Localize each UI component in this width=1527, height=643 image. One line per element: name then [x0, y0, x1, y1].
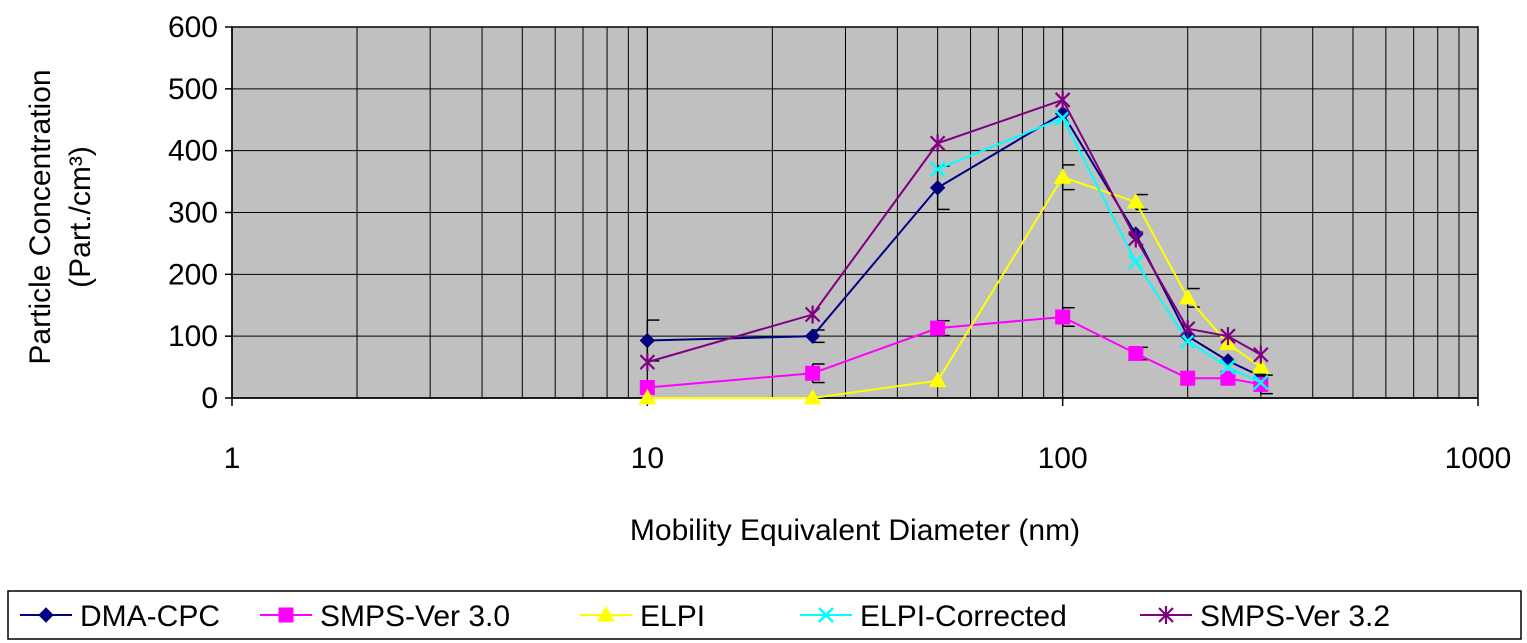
- legend-label: SMPS-Ver 3.0: [320, 600, 510, 633]
- data-point: [1180, 370, 1196, 386]
- data-point: [38, 607, 54, 623]
- data-point: [804, 305, 821, 324]
- data-point: [803, 388, 822, 405]
- y-tick-label: 400: [168, 135, 218, 168]
- y-tick-label: 600: [168, 11, 218, 44]
- data-point: [638, 388, 657, 405]
- data-point: [1054, 90, 1071, 109]
- y-axis-title-line2: (Part./cm³): [64, 146, 97, 288]
- legend-label: DMA-CPC: [80, 600, 220, 633]
- data-point: [1128, 345, 1144, 361]
- data-point: [805, 365, 821, 381]
- data-point: [1127, 254, 1144, 270]
- data-point: [929, 180, 946, 196]
- data-point: [1055, 309, 1071, 325]
- data-point: [804, 328, 821, 344]
- data-point: [1053, 168, 1072, 184]
- legend-entry: SMPS-Ver 3.0: [260, 600, 510, 633]
- data-point: [639, 332, 656, 349]
- x-axis-ticks: 1 10 100 1000: [224, 398, 1512, 475]
- series-elpi: [638, 164, 1270, 405]
- data-point: [1220, 359, 1236, 375]
- data-point: [1126, 192, 1145, 209]
- x-tick-label: 1000: [1445, 442, 1512, 475]
- series-elpi-corrected: [929, 110, 1269, 391]
- legend: DMA-CPC SMPS-Ver 3.0 ELPI ELPI-Corrected SMP…: [7, 590, 1522, 640]
- legend-label: ELPI-Corrected: [860, 600, 1067, 633]
- series-line: [937, 116, 1262, 384]
- series-line: [647, 98, 1262, 364]
- series-line: [647, 112, 1262, 378]
- data-point: [1128, 229, 1144, 248]
- data-point: [1252, 374, 1269, 391]
- series-smps-ver-3-2: [639, 90, 1269, 372]
- y-tick-label: 100: [168, 320, 218, 353]
- data-point: [1179, 333, 1196, 349]
- data-point: [1054, 105, 1071, 122]
- x-tick-label: 10: [631, 442, 664, 475]
- legend-label: SMPS-Ver 3.2: [1200, 600, 1390, 633]
- x-tick-label: 1: [224, 442, 241, 475]
- plot-area: [231, 26, 1479, 399]
- data-point: [1253, 345, 1269, 364]
- data-point: [1251, 358, 1270, 374]
- legend-entry: SMPS-Ver 3.2: [1140, 600, 1390, 633]
- data-point: [278, 607, 294, 623]
- data-point: [928, 371, 947, 388]
- data-point: [1178, 288, 1197, 305]
- x-tick-label: 100: [1038, 442, 1088, 475]
- data-point: [818, 607, 834, 623]
- series-layer: [638, 90, 1273, 405]
- data-point: [1158, 606, 1174, 624]
- legend-entry: ELPI-Corrected: [800, 600, 1067, 633]
- y-tick-label: 200: [168, 258, 218, 291]
- y-tick-label: 0: [201, 382, 218, 415]
- data-point: [1220, 370, 1236, 386]
- y-tick-label: 500: [168, 73, 218, 106]
- legend-label: ELPI: [640, 600, 705, 633]
- data-point: [929, 134, 946, 153]
- data-point: [1054, 110, 1071, 126]
- x-axis-title: Mobility Equivalent Diameter (nm): [630, 514, 1080, 547]
- legend-entry: DMA-CPC: [20, 600, 220, 633]
- data-point: [1179, 319, 1196, 338]
- data-point: [1220, 327, 1236, 346]
- data-point: [597, 605, 615, 622]
- y-axis-ticks: 0 100 200 300 400 500 600: [168, 11, 232, 415]
- data-point: [639, 353, 656, 372]
- y-tick-label: 300: [168, 197, 218, 230]
- legend-entry: ELPI: [580, 600, 705, 633]
- data-point: [930, 320, 946, 336]
- y-axis-title-line1: Particle Concentration: [24, 69, 57, 364]
- data-point: [929, 161, 946, 178]
